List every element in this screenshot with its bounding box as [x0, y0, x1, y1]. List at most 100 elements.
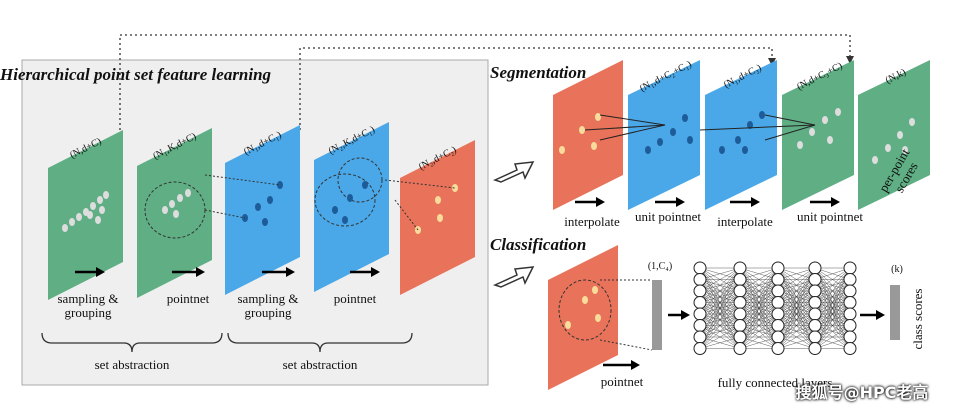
point — [595, 314, 601, 322]
nn-node — [733, 342, 747, 355]
point — [565, 321, 571, 329]
watermark: 搜狐号@HPC老高 — [795, 383, 929, 402]
point — [885, 144, 891, 152]
nn-edge — [777, 325, 816, 349]
point — [759, 111, 765, 119]
nn-edge — [699, 325, 741, 349]
point — [90, 202, 96, 210]
interp-line — [699, 124, 816, 131]
nn-node — [771, 330, 785, 344]
nn-node — [733, 296, 747, 309]
point — [909, 118, 915, 126]
nn-edge — [699, 267, 741, 349]
group-label: set abstraction — [94, 357, 170, 372]
arrow-head — [676, 197, 685, 207]
nn-node — [808, 273, 822, 286]
nn-node — [733, 307, 747, 321]
nn-edge — [777, 267, 816, 292]
skip-link — [119, 34, 851, 130]
arrow-head — [768, 58, 776, 66]
output-label: class scores — [910, 288, 925, 350]
point — [559, 146, 565, 154]
nn-node — [808, 296, 822, 309]
nn-node — [693, 273, 707, 286]
layers-label: fully connected layers — [717, 375, 833, 390]
point — [902, 146, 908, 154]
nn-edge — [699, 267, 741, 338]
nn-node — [843, 273, 857, 286]
point — [362, 181, 368, 189]
point — [872, 156, 878, 164]
step-label: unit pointnet — [796, 209, 864, 224]
point — [719, 146, 725, 154]
point — [687, 136, 693, 144]
interp-line — [584, 124, 666, 131]
nn-edge — [739, 325, 779, 349]
nn-edge — [699, 302, 741, 349]
arrow-head — [876, 310, 885, 320]
nn-edge — [699, 279, 741, 349]
nn-edge — [699, 267, 741, 292]
point — [69, 218, 75, 226]
point — [177, 194, 183, 202]
nn-node — [693, 342, 707, 355]
point — [173, 210, 179, 218]
point — [595, 113, 601, 121]
correspondence-line — [204, 209, 246, 219]
point — [277, 181, 283, 189]
point — [670, 128, 676, 136]
section-title: Classification — [490, 235, 587, 254]
nn-node — [808, 284, 822, 298]
group-circle — [558, 279, 612, 341]
point — [835, 108, 841, 116]
feature-panel — [553, 60, 623, 210]
nn-node — [693, 296, 707, 309]
nn-node — [733, 330, 747, 344]
flow-arrow — [492, 266, 535, 288]
arrow-head — [831, 197, 840, 207]
nn-edge — [814, 313, 851, 349]
brace — [41, 332, 223, 353]
nn-node — [843, 261, 857, 275]
feature-panel — [548, 245, 618, 390]
group-circle — [314, 173, 376, 227]
nn-edge — [814, 267, 851, 315]
nn-node — [808, 319, 822, 332]
nn-node — [733, 284, 747, 298]
interp-line — [599, 124, 666, 141]
point — [582, 296, 588, 304]
point — [657, 138, 663, 146]
point — [267, 196, 273, 204]
nn-edge — [739, 302, 779, 349]
section-title: Hierarchical point set feature learning — [0, 65, 272, 84]
nn-edge — [699, 313, 741, 349]
point — [255, 203, 261, 211]
nn-edge — [739, 290, 779, 349]
nn-edge — [739, 267, 779, 326]
feature-panel — [858, 60, 930, 210]
nn-edge — [739, 267, 779, 315]
nn-edge — [777, 267, 816, 303]
point — [87, 211, 93, 219]
point — [103, 191, 109, 199]
group-label: set abstraction — [282, 357, 358, 372]
interp-line — [599, 114, 666, 126]
nn-node — [693, 319, 707, 332]
interp-line — [764, 114, 816, 126]
nn-node — [693, 284, 707, 298]
nn-node — [733, 273, 747, 286]
step-label: interpolate — [564, 214, 620, 229]
point — [169, 200, 175, 208]
arrow-head — [286, 267, 295, 277]
flow-arrow — [492, 161, 535, 183]
correspondence-line — [204, 174, 281, 186]
point — [827, 136, 833, 144]
nn-node — [693, 330, 707, 344]
step-label: interpolate — [717, 214, 773, 229]
arrow-head — [846, 56, 854, 64]
nn-node — [843, 330, 857, 344]
step-label: pointnet — [333, 291, 377, 306]
nn-edge — [699, 267, 741, 303]
skip-link — [299, 47, 773, 130]
